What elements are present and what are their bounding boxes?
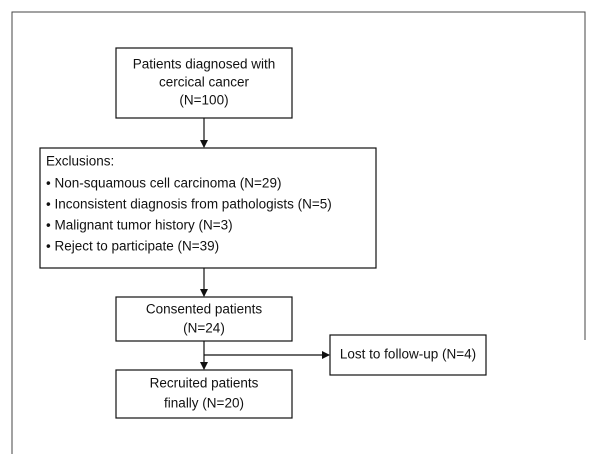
box-recruited [115,369,293,419]
frame [11,11,586,454]
label: finally (N=20) [164,396,244,411]
label: • Reject to participate (N=39) [46,239,219,254]
box-exclusions [39,147,377,269]
label: • Inconsistent diagnosis from pathologis… [46,197,332,212]
label: Exclusions: [46,154,114,169]
label: Recruited patients [150,376,259,391]
label: cercical cancer [159,75,250,90]
label: Patients diagnosed with [133,57,276,72]
label: (N=24) [183,321,225,336]
label: Lost to follow-up (N=4) [340,347,476,362]
label: • Non-squamous cell carcinoma (N=29) [46,176,281,191]
label: • Malignant tumor history (N=3) [46,218,233,233]
box-consented [115,296,293,342]
label: Consented patients [146,302,263,317]
box-lost [329,334,487,376]
label: (N=100) [179,93,228,108]
